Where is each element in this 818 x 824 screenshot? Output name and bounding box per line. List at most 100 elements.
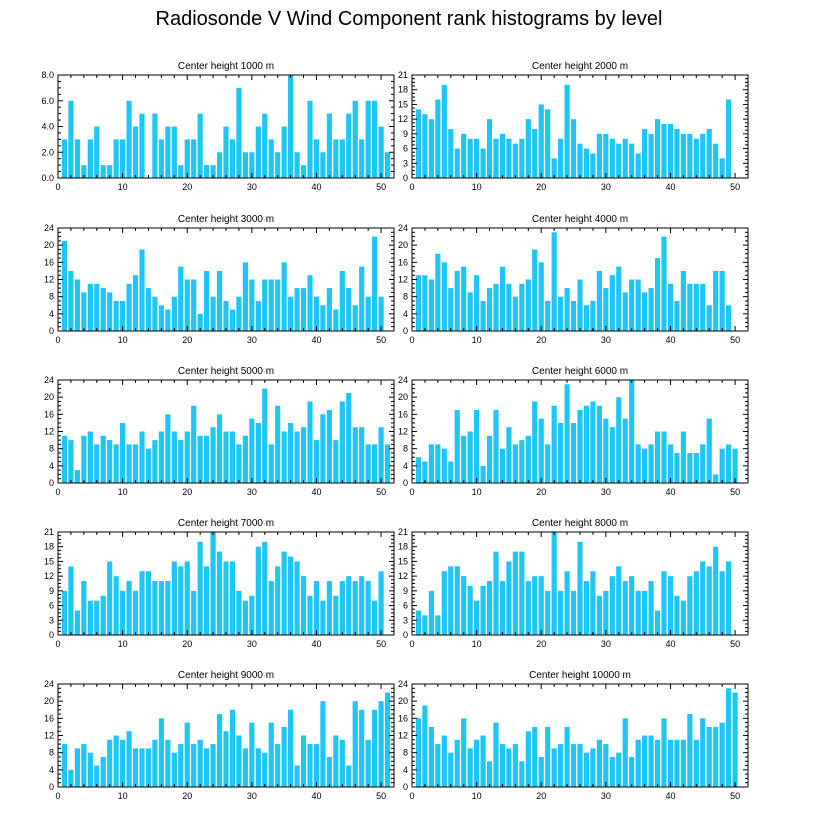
histogram-bar xyxy=(719,571,725,635)
histogram-bar xyxy=(687,283,693,331)
histogram-bar xyxy=(525,731,531,787)
histogram-bar xyxy=(352,581,358,635)
histogram-bar xyxy=(346,113,352,178)
y-tick-label: 0 xyxy=(403,326,408,336)
histogram-bar xyxy=(609,756,615,787)
histogram-bar xyxy=(359,709,365,787)
histogram-bar xyxy=(74,470,80,483)
histogram-bar xyxy=(525,119,531,178)
histogram-bar xyxy=(204,165,210,178)
histogram-bar xyxy=(365,739,371,787)
histogram-bar xyxy=(461,133,467,178)
histogram-bar xyxy=(229,561,236,635)
histogram-bar xyxy=(191,279,197,331)
histogram-bar xyxy=(81,292,87,331)
y-tick-label: 4.0 xyxy=(41,122,54,132)
histogram-bar xyxy=(229,139,236,178)
histogram-bar xyxy=(467,748,473,787)
histogram-bar xyxy=(493,283,499,331)
histogram-bar xyxy=(435,744,441,787)
histogram-bar xyxy=(583,581,590,635)
x-tick-label: 0 xyxy=(55,182,60,192)
histogram-bar xyxy=(68,100,74,178)
histogram-bar xyxy=(262,541,268,635)
histogram-bar xyxy=(61,590,68,635)
histogram-bar xyxy=(693,571,699,635)
histogram-bar xyxy=(158,139,164,178)
histogram-bar xyxy=(674,595,680,635)
histogram-bar xyxy=(300,576,307,635)
histogram-bar xyxy=(152,113,158,178)
histogram-bar xyxy=(313,440,320,483)
histogram-bar xyxy=(288,296,294,331)
histogram-bar xyxy=(564,384,570,483)
histogram-bar xyxy=(486,288,493,331)
histogram-bar xyxy=(145,748,152,787)
histogram-bar xyxy=(454,410,460,483)
histogram-bar xyxy=(152,440,158,483)
histogram-bar xyxy=(493,138,499,178)
histogram-bar xyxy=(333,735,339,787)
y-tick-label: 0 xyxy=(49,782,54,792)
x-tick-label: 30 xyxy=(601,487,611,497)
histogram-bar xyxy=(352,427,358,483)
histogram-bar xyxy=(378,571,384,635)
histogram-bar xyxy=(706,128,712,178)
histogram-bar xyxy=(268,279,274,331)
histogram-bar xyxy=(622,138,628,178)
y-tick-label: 4 xyxy=(49,309,54,319)
histogram-bar xyxy=(378,126,384,178)
histogram-bar xyxy=(648,288,654,331)
histogram-bar xyxy=(372,100,378,178)
y-tick-label: 18 xyxy=(398,542,408,552)
histogram-bar xyxy=(538,756,544,787)
histogram-bar xyxy=(616,143,622,178)
histogram-bar xyxy=(726,305,732,331)
histogram-bar xyxy=(145,288,152,331)
y-tick-label: 20 xyxy=(44,392,54,402)
histogram-bar xyxy=(654,610,661,635)
histogram-bar xyxy=(223,300,229,331)
histogram-bar xyxy=(275,152,281,178)
histogram-bar xyxy=(184,431,190,483)
x-tick-label: 50 xyxy=(376,335,386,345)
histogram-bar xyxy=(223,561,229,635)
histogram-bar xyxy=(577,541,583,635)
y-tick-label: 0.0 xyxy=(41,173,54,183)
histogram-bar xyxy=(532,726,538,787)
histogram-bar xyxy=(236,444,242,483)
x-tick-label: 20 xyxy=(182,487,192,497)
histogram-bar xyxy=(428,726,434,787)
histogram-bar xyxy=(661,718,667,787)
x-tick-label: 50 xyxy=(730,791,740,801)
x-tick-label: 0 xyxy=(55,791,60,801)
histogram-bar xyxy=(667,444,674,483)
histogram-bar xyxy=(467,431,473,483)
histogram-bar xyxy=(132,275,139,331)
histogram-bar xyxy=(68,769,74,787)
y-tick-label: 0 xyxy=(403,478,408,488)
histogram-bar xyxy=(262,279,268,331)
histogram-bar xyxy=(255,546,261,635)
histogram-bar xyxy=(441,571,447,635)
histogram-bar xyxy=(145,571,152,635)
histogram-bar xyxy=(538,418,544,483)
histogram-bar xyxy=(107,292,113,331)
histogram-bar xyxy=(726,688,732,787)
histogram-bar xyxy=(242,600,248,635)
histogram-bar xyxy=(171,296,177,331)
histogram-bar xyxy=(661,124,667,178)
histogram-bar xyxy=(551,748,557,787)
histogram-bar xyxy=(525,279,531,331)
histogram-bar xyxy=(191,139,197,178)
histogram-bar xyxy=(87,283,93,331)
histogram-bar xyxy=(596,739,602,787)
x-tick-label: 20 xyxy=(536,791,546,801)
histogram-bar xyxy=(680,431,686,483)
histogram-bar xyxy=(139,113,145,178)
histogram-bar xyxy=(210,532,216,635)
histogram-bar xyxy=(346,765,352,787)
histogram-bar xyxy=(100,165,106,178)
histogram-bar xyxy=(384,692,391,787)
histogram-bar xyxy=(300,288,307,331)
